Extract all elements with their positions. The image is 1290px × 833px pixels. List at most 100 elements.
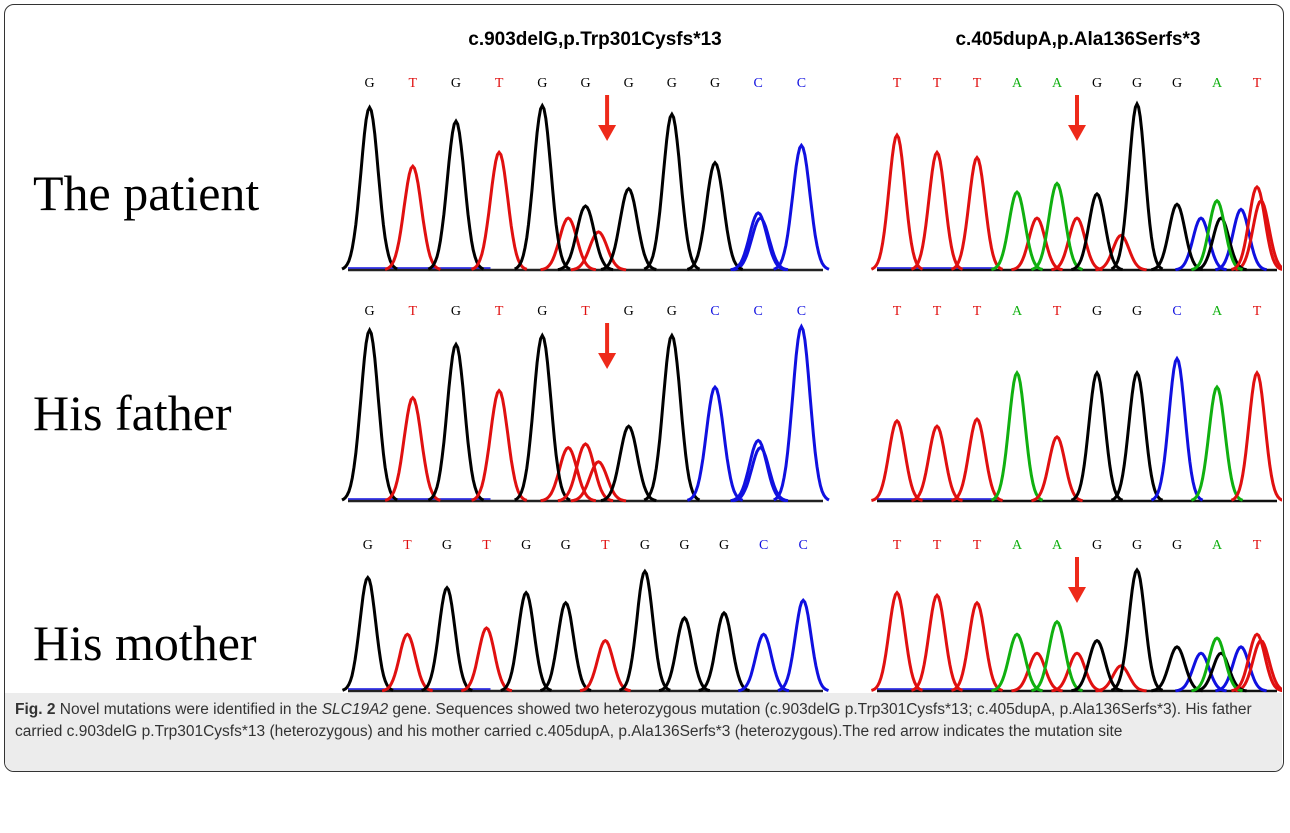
base-call: G <box>521 538 531 553</box>
trace-peak <box>778 600 829 690</box>
base-call: G <box>710 76 720 91</box>
base-call: G <box>640 538 650 553</box>
base-call: A <box>1212 76 1223 91</box>
trace-peak <box>540 603 591 691</box>
trace-peak <box>342 107 397 269</box>
base-call: G <box>624 76 634 91</box>
base-call: G <box>1092 76 1102 91</box>
trace-peak <box>1071 194 1122 270</box>
column-title: c.405dupA,p.Ala136Serfs*3 <box>955 29 1200 50</box>
trace-peak <box>871 421 922 501</box>
trace-peak <box>428 344 483 500</box>
trace-peak <box>1051 653 1102 691</box>
base-call: G <box>1092 538 1102 553</box>
trace-peak <box>1111 104 1162 269</box>
mutation-arrow-head <box>1068 125 1086 141</box>
base-call: A <box>1212 304 1223 319</box>
base-call: G <box>442 538 452 553</box>
base-call: G <box>1132 304 1142 319</box>
base-call: C <box>754 304 763 319</box>
trace-peak <box>601 426 656 500</box>
base-call: T <box>933 538 942 553</box>
base-call: G <box>1132 538 1142 553</box>
base-call: G <box>451 76 461 91</box>
mutation-arrow-head <box>1068 587 1086 603</box>
base-call: A <box>1212 538 1223 553</box>
trace-peak <box>644 114 699 269</box>
trace-peak <box>871 135 922 269</box>
trace-peak <box>659 618 710 691</box>
base-call: T <box>893 76 902 91</box>
base-call: T <box>408 304 417 319</box>
trace-peak <box>774 327 829 500</box>
base-call: C <box>799 538 808 553</box>
mutation-arrow-head <box>598 353 616 369</box>
trace-peak <box>738 634 789 690</box>
base-call: T <box>1253 76 1262 91</box>
base-call: G <box>363 538 373 553</box>
base-call: G <box>1172 538 1182 553</box>
base-call: G <box>365 76 375 91</box>
mutation-arrow-head <box>598 125 616 141</box>
base-call: T <box>482 538 491 553</box>
base-call: G <box>1092 304 1102 319</box>
trace-peak <box>951 158 1002 270</box>
base-call: T <box>973 304 982 319</box>
trace-peak <box>644 336 699 501</box>
trace-peak <box>1031 437 1082 501</box>
trace-peak <box>382 634 433 690</box>
base-call: A <box>1052 76 1063 91</box>
figure-frame: c.903delG,p.Trp301Cysfs*13 c.405dupA,p.Al… <box>4 4 1284 772</box>
trace-peak <box>342 330 397 500</box>
base-call: G <box>451 304 461 319</box>
trace-peak <box>580 641 631 691</box>
base-call: A <box>1012 76 1023 91</box>
page: c.903delG,p.Trp301Cysfs*13 c.405dupA,p.Al… <box>0 0 1290 833</box>
trace-peak <box>472 391 527 501</box>
base-call: G <box>667 76 677 91</box>
trace-peak <box>911 595 962 690</box>
base-call: T <box>1253 538 1262 553</box>
base-call: T <box>495 76 504 91</box>
base-call: T <box>893 304 902 319</box>
trace-peak <box>1231 373 1282 500</box>
trace-peak <box>422 588 473 691</box>
caption-text: Novel mutations were identified in the <box>60 701 322 718</box>
trace-peak <box>385 166 440 269</box>
trace-peak <box>1051 218 1102 270</box>
base-call: T <box>933 304 942 319</box>
trace-peak <box>687 163 742 270</box>
base-call: C <box>1172 304 1181 319</box>
base-call: G <box>624 304 634 319</box>
trace-peak <box>620 571 671 690</box>
trace-peak <box>1111 373 1162 500</box>
trace-peak <box>699 613 750 691</box>
trace-peak <box>911 152 962 269</box>
column-title: c.903delG,p.Trp301Cysfs*13 <box>468 29 721 50</box>
trace-peak <box>461 628 512 691</box>
base-call: G <box>1132 76 1142 91</box>
trace-peak <box>871 593 922 691</box>
base-call: A <box>1052 538 1063 553</box>
caption: Fig. 2 Novel mutations were identified i… <box>5 693 1282 771</box>
base-call: T <box>408 76 417 91</box>
base-call: G <box>679 538 689 553</box>
row-label: The patient <box>33 165 259 221</box>
trace-peak <box>385 398 440 501</box>
trace-peak <box>774 145 829 269</box>
caption-label: Fig. 2 <box>15 701 55 718</box>
base-call: C <box>759 538 768 553</box>
base-call: C <box>797 304 806 319</box>
base-call: T <box>581 304 590 319</box>
base-call: T <box>1053 304 1062 319</box>
row-label: His father <box>33 385 232 441</box>
base-call: A <box>1012 304 1023 319</box>
trace-peak <box>501 593 552 691</box>
trace-peak <box>951 603 1002 691</box>
base-call: C <box>710 304 719 319</box>
base-call: G <box>561 538 571 553</box>
base-call: T <box>1253 304 1262 319</box>
trace-peak <box>991 192 1042 269</box>
base-call: G <box>1172 76 1182 91</box>
trace-peak <box>991 634 1042 690</box>
